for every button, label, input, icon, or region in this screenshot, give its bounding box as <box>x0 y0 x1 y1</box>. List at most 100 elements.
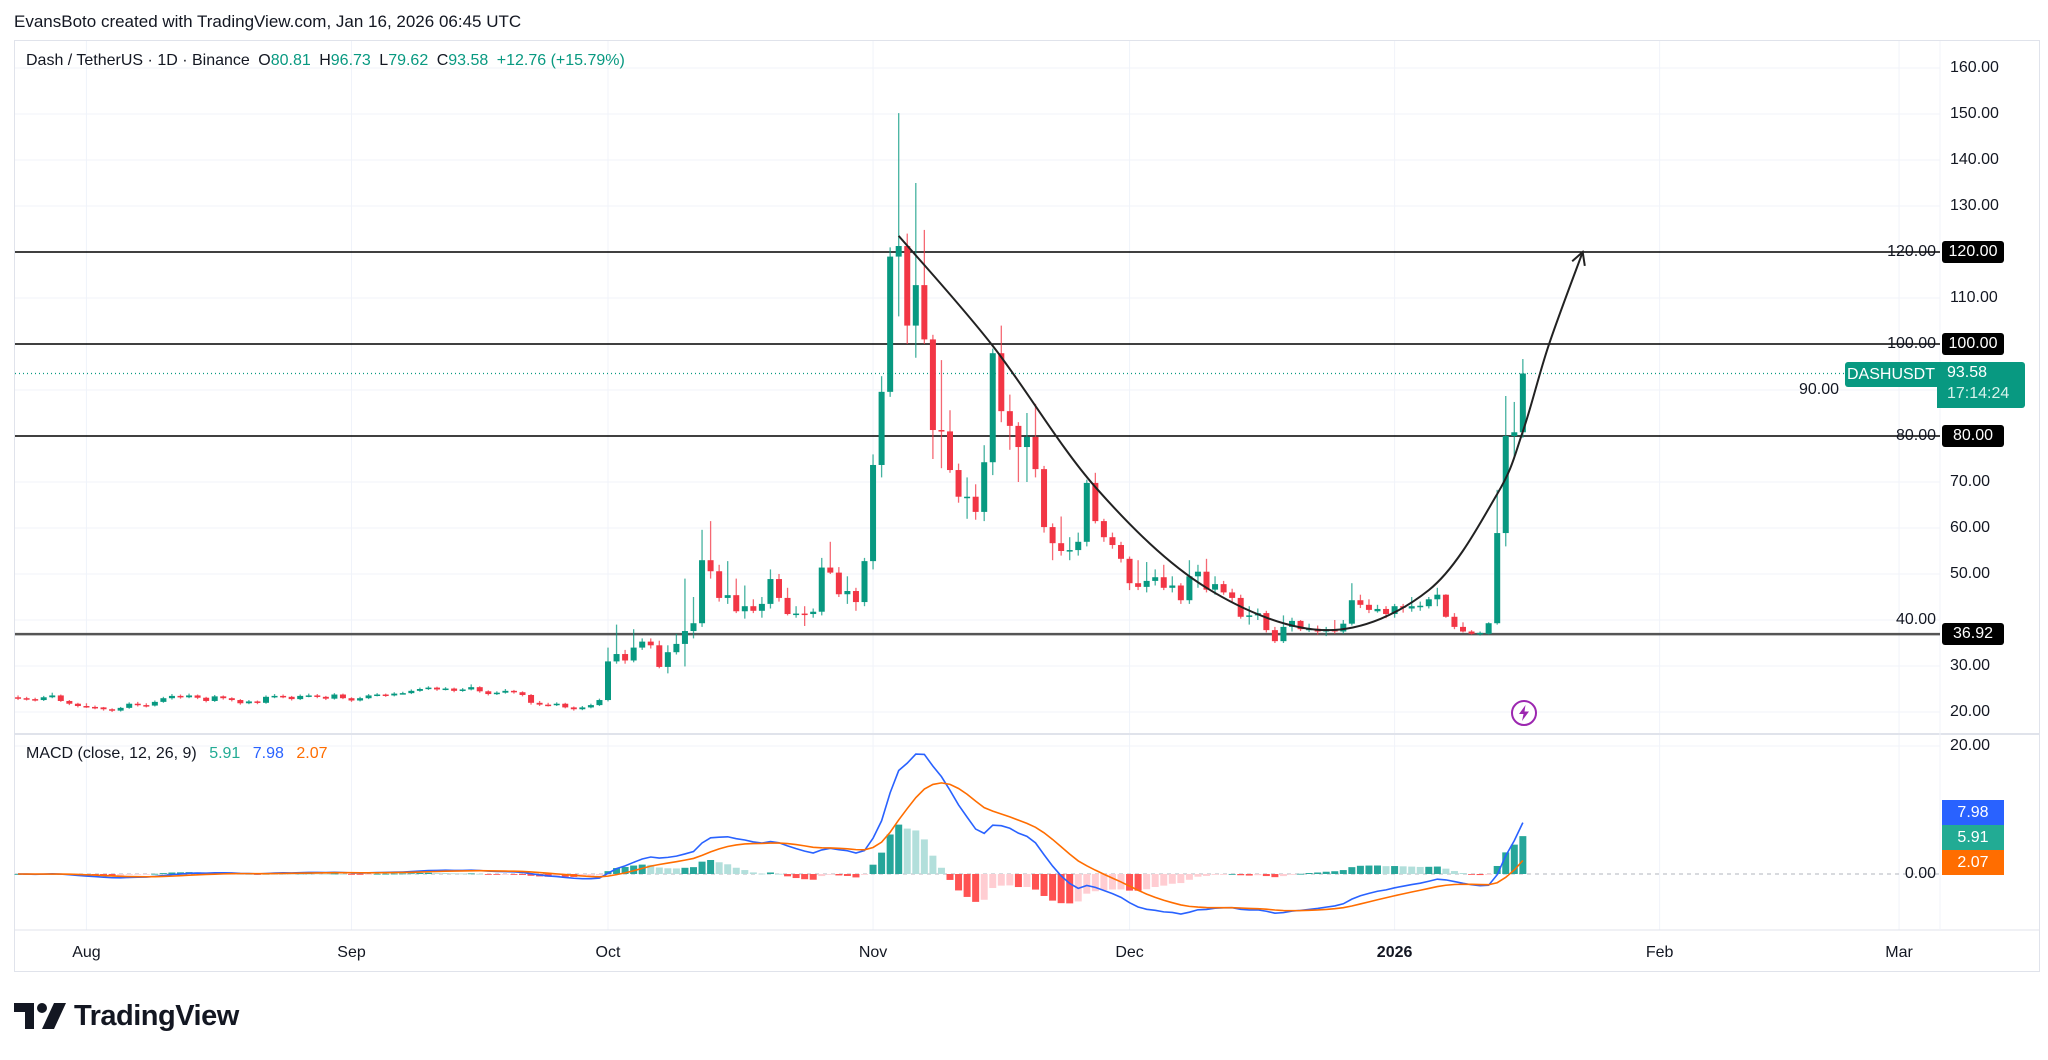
candle <box>1075 532 1082 556</box>
candle <box>895 113 902 317</box>
candle-body <box>40 697 47 701</box>
candle-body <box>656 645 663 667</box>
macd-axis-tick: 0.00 <box>1904 865 1936 882</box>
macd-histogram-bar <box>348 874 355 875</box>
candle <box>254 700 261 705</box>
macd-histogram-bar <box>1399 866 1407 874</box>
candle <box>964 477 971 519</box>
candle-body <box>844 591 851 595</box>
macd-histogram-bar <box>313 873 321 875</box>
macd-histogram-bar <box>1168 874 1176 884</box>
candle <box>664 645 671 674</box>
candle-body <box>622 654 629 661</box>
candle <box>339 693 346 700</box>
candle-body <box>1092 482 1099 522</box>
macd-histogram-bar <box>1510 844 1518 874</box>
macd-histogram-bar <box>553 874 561 877</box>
price-axis-tick: 60.00 <box>1950 519 1991 536</box>
candle <box>493 691 500 695</box>
candle <box>579 706 586 711</box>
macd-histogram-bar <box>595 874 603 876</box>
candle <box>1015 422 1022 482</box>
candle-body <box>921 285 928 340</box>
macd-histogram-bar <box>801 874 809 880</box>
candle-body <box>733 595 740 612</box>
candle <box>365 694 372 700</box>
macd-histogram-bar <box>775 873 783 875</box>
macd-histogram-bar <box>476 873 484 875</box>
macd-histogram-bar <box>758 873 766 875</box>
candle <box>1220 580 1227 595</box>
macd-histogram-bar <box>1151 874 1159 887</box>
candle-body <box>998 353 1005 412</box>
candle-body <box>49 695 56 698</box>
macd-histogram-bar <box>1459 872 1467 874</box>
macd-histogram-bar <box>1271 874 1279 878</box>
level-price-label: 100.00 <box>1942 333 2004 355</box>
candle-body <box>314 695 321 697</box>
candle-body <box>109 709 116 711</box>
candle <box>647 638 654 649</box>
candle <box>228 697 235 702</box>
macd-histogram-bar <box>1262 874 1270 877</box>
symbol-title[interactable]: Dash / TetherUS · 1D · Binance <box>26 52 250 69</box>
candle-body <box>929 339 936 431</box>
macd-histogram-bar <box>861 874 868 875</box>
macd-histogram-bar <box>955 874 963 891</box>
candle-body <box>1194 571 1201 577</box>
candle <box>83 703 90 708</box>
candle <box>1502 395 1509 547</box>
candle <box>288 695 295 701</box>
candle-body <box>784 597 791 615</box>
candle <box>1442 594 1449 618</box>
macd-histogram-bar <box>356 874 364 875</box>
candle-body <box>545 704 552 707</box>
candle-body <box>767 579 774 604</box>
macd-histogram-bar <box>1237 874 1245 876</box>
macd-histogram-bar <box>1160 874 1168 886</box>
candle-body <box>938 430 945 432</box>
candle <box>1460 622 1466 633</box>
candle-body <box>1186 576 1193 601</box>
macd-histogram-bar <box>638 864 646 874</box>
candle <box>57 694 64 702</box>
price-axis-tick: 20.00 <box>1950 703 1991 720</box>
candle-body <box>1297 620 1304 630</box>
candle <box>1109 532 1116 549</box>
candle <box>776 574 782 602</box>
macd-histogram-bar <box>963 874 971 897</box>
macd-title[interactable]: MACD (close, 12, 26, 9) <box>26 745 197 762</box>
macd-histogram-bar <box>330 873 338 875</box>
macd-histogram-bar <box>912 830 920 874</box>
macd-histogram-axis-tag: 5.91 <box>1942 825 2004 850</box>
time-axis-tick: 2026 <box>1376 944 1413 961</box>
candle-body <box>1058 543 1065 551</box>
candle <box>263 695 269 704</box>
candle-body <box>1485 623 1492 634</box>
candle <box>416 687 423 692</box>
macd-histogram-bar <box>1382 866 1390 874</box>
candle-body <box>305 695 312 697</box>
macd-histogram-bar <box>142 874 150 875</box>
candle-body <box>1511 432 1518 436</box>
macd-line-axis-tag: 7.98 <box>1942 800 2004 825</box>
macd-histogram-bar <box>1365 865 1373 874</box>
candle-body <box>947 431 953 471</box>
macd-histogram-bar <box>630 865 638 874</box>
tradingview-logo[interactable]: TradingView <box>14 998 239 1034</box>
macd-histogram-bar <box>390 873 398 875</box>
candle <box>1297 620 1304 632</box>
bar-countdown: 17:14:24 <box>1947 385 2010 402</box>
macd-histogram-bar <box>1322 871 1330 874</box>
candle <box>929 334 936 459</box>
macd-histogram-bar <box>1485 874 1493 875</box>
candle <box>1340 620 1347 634</box>
time-axis-tick: Mar <box>1885 944 1913 961</box>
candle <box>357 696 364 702</box>
macd-histogram-bar <box>707 859 715 874</box>
lightning-bolt-icon[interactable] <box>1510 699 1538 727</box>
low-value: L79.62 <box>379 52 428 69</box>
macd-histogram-bar <box>159 873 167 874</box>
candle-body <box>348 698 355 701</box>
